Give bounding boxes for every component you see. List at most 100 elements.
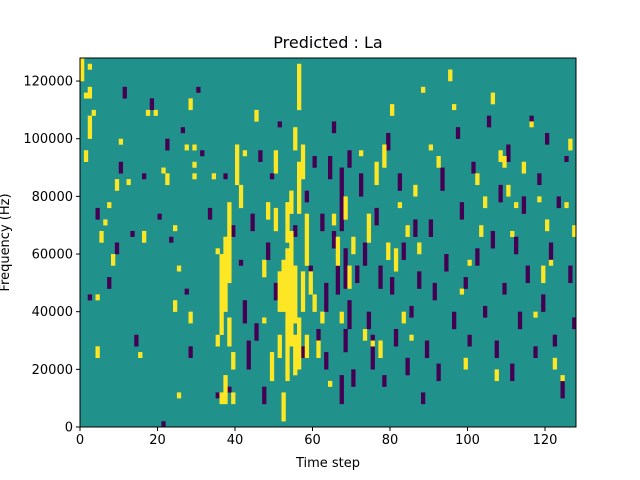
heatmap-cell-high-53 [277, 334, 282, 359]
heatmap-cell-high-84 [359, 150, 364, 157]
heatmap-cell-high-109 [479, 225, 484, 237]
heatmap-cell-low-4 [118, 161, 124, 174]
y-tick-label-1: 20000 [32, 363, 73, 378]
x-tick-label-3: 60 [304, 433, 321, 448]
heatmap-cell-low-16 [188, 346, 193, 359]
heatmap-cell-high-73 [308, 271, 313, 295]
heatmap-cell-high-121 [537, 196, 542, 203]
heatmap-cell-high-10 [103, 219, 108, 226]
heatmap-cell-high-112 [494, 369, 499, 382]
heatmap-cell-low-14 [180, 127, 186, 134]
heatmap-cell-low-41 [316, 328, 321, 341]
heatmap-cell-low-57 [359, 173, 364, 197]
heatmap-cell-high-83 [351, 236, 356, 255]
y-tick-label-4: 80000 [32, 190, 73, 205]
heatmap-cell-high-32 [211, 173, 217, 180]
heatmap-cell-high-79 [335, 236, 341, 266]
heatmap-cell-low-105 [552, 334, 558, 347]
heatmap-cell-high-107 [467, 259, 472, 266]
heatmap-cell-high-127 [564, 202, 569, 209]
heatmap-cell-high-51 [273, 207, 279, 232]
heatmap-cell-high-63 [293, 334, 298, 376]
heatmap-cell-low-27 [250, 213, 255, 232]
heatmap-cell-low-1 [95, 207, 100, 220]
heatmap-cell-low-2 [107, 277, 112, 289]
heatmap-cell-high-128 [568, 138, 573, 151]
heatmap-cell-low-47 [331, 121, 337, 134]
heatmap-cell-high-103 [448, 69, 453, 82]
heatmap-cell-low-18 [200, 150, 205, 157]
heatmap-cell-low-106 [556, 196, 561, 209]
heatmap-cell-high-26 [184, 144, 189, 151]
y-tick-label-2: 40000 [32, 305, 73, 320]
x-tick-label-4: 80 [382, 433, 399, 448]
heatmap-cell-high-36 [219, 254, 224, 335]
heatmap-cell-low-34 [277, 121, 282, 128]
heatmap-cell-low-20 [215, 392, 220, 399]
heatmap-cell-low-102 [541, 294, 546, 312]
heatmap-cell-high-28 [188, 311, 193, 324]
heatmap-cell-high-66 [297, 317, 302, 370]
heatmap-cell-high-9 [99, 230, 104, 243]
heatmap-cell-high-61 [289, 230, 294, 347]
heatmap-cell-high-47 [262, 317, 267, 324]
heatmap-cell-high-45 [242, 150, 248, 157]
heatmap-cell-high-124 [548, 259, 554, 266]
heatmap-cell-high-62 [289, 190, 294, 214]
heatmap-cell-low-7 [134, 334, 139, 347]
heatmap-cell-low-84 [467, 334, 472, 347]
heatmap-cell-low-88 [486, 115, 492, 128]
x-tick-label-1: 20 [149, 433, 166, 448]
heatmap-cell-low-86 [475, 248, 480, 266]
heatmap-cell-low-52 [343, 248, 348, 289]
heatmap-cell-high-74 [312, 294, 317, 312]
chart-title: Predicted : La [273, 33, 382, 52]
heatmap-cell-high-86 [366, 213, 372, 243]
heatmap-cell-low-100 [533, 346, 538, 359]
heatmap-cell-high-11 [107, 202, 112, 209]
heatmap-cell-high-42 [231, 352, 236, 370]
heatmap-cell-low-108 [564, 156, 569, 162]
heatmap-cell-high-101 [428, 144, 434, 151]
heatmap-cell-low-80 [452, 311, 457, 330]
heatmap-cell-low-51 [343, 328, 348, 353]
heatmap-cell-low-65 [390, 277, 395, 295]
heatmap-cell-high-4 [87, 86, 93, 99]
heatmap-cell-high-106 [463, 357, 468, 370]
heatmap-cell-high-44 [238, 184, 244, 209]
heatmap-cell-high-67 [297, 161, 302, 214]
y-tick-label-5: 100000 [23, 132, 73, 147]
plot-area [79, 57, 577, 428]
heatmap-cell-low-82 [459, 202, 465, 220]
heatmap-cell-high-89 [378, 340, 383, 359]
heatmap-cell-high-69 [300, 271, 306, 312]
heatmap-cell-low-50 [339, 167, 344, 232]
heatmap-cell-low-46 [331, 230, 337, 249]
heatmap-cell-low-3 [114, 242, 120, 255]
heatmap-cell-high-120 [533, 311, 538, 318]
heatmap-cell-high-8 [95, 346, 100, 359]
heatmap-cell-high-16 [138, 352, 143, 359]
heatmap-cell-low-98 [525, 265, 530, 284]
heatmap-cell-low-31 [266, 242, 271, 260]
heatmap-cell-high-94 [397, 202, 403, 209]
heatmap-cell-low-55 [351, 369, 356, 387]
heatmap-cell-low-85 [471, 161, 476, 174]
heatmap-cell-high-15 [126, 179, 131, 186]
heatmap-cell-high-95 [401, 311, 406, 324]
heatmap-cell-high-25 [176, 265, 182, 272]
y-axis-label: Frequency (Hz) [0, 193, 13, 291]
heatmap-cell-high-99 [417, 242, 422, 255]
heatmap-cell-low-11 [161, 421, 166, 428]
heatmap-cell-high-13 [114, 179, 120, 191]
heatmap-cell-high-90 [382, 144, 387, 168]
heatmap-cell-low-58 [362, 242, 368, 266]
heatmap-cell-low-61 [374, 207, 379, 226]
heatmap-cell-high-78 [331, 213, 337, 226]
heatmap-cell-low-29 [258, 150, 263, 162]
heatmap-cell-high-92 [390, 104, 395, 116]
heatmap-cell-low-89 [490, 230, 496, 249]
heatmap-cell-high-68 [297, 63, 302, 111]
heatmap-cell-low-93 [506, 144, 511, 162]
heatmap-cell-high-33 [215, 248, 220, 255]
